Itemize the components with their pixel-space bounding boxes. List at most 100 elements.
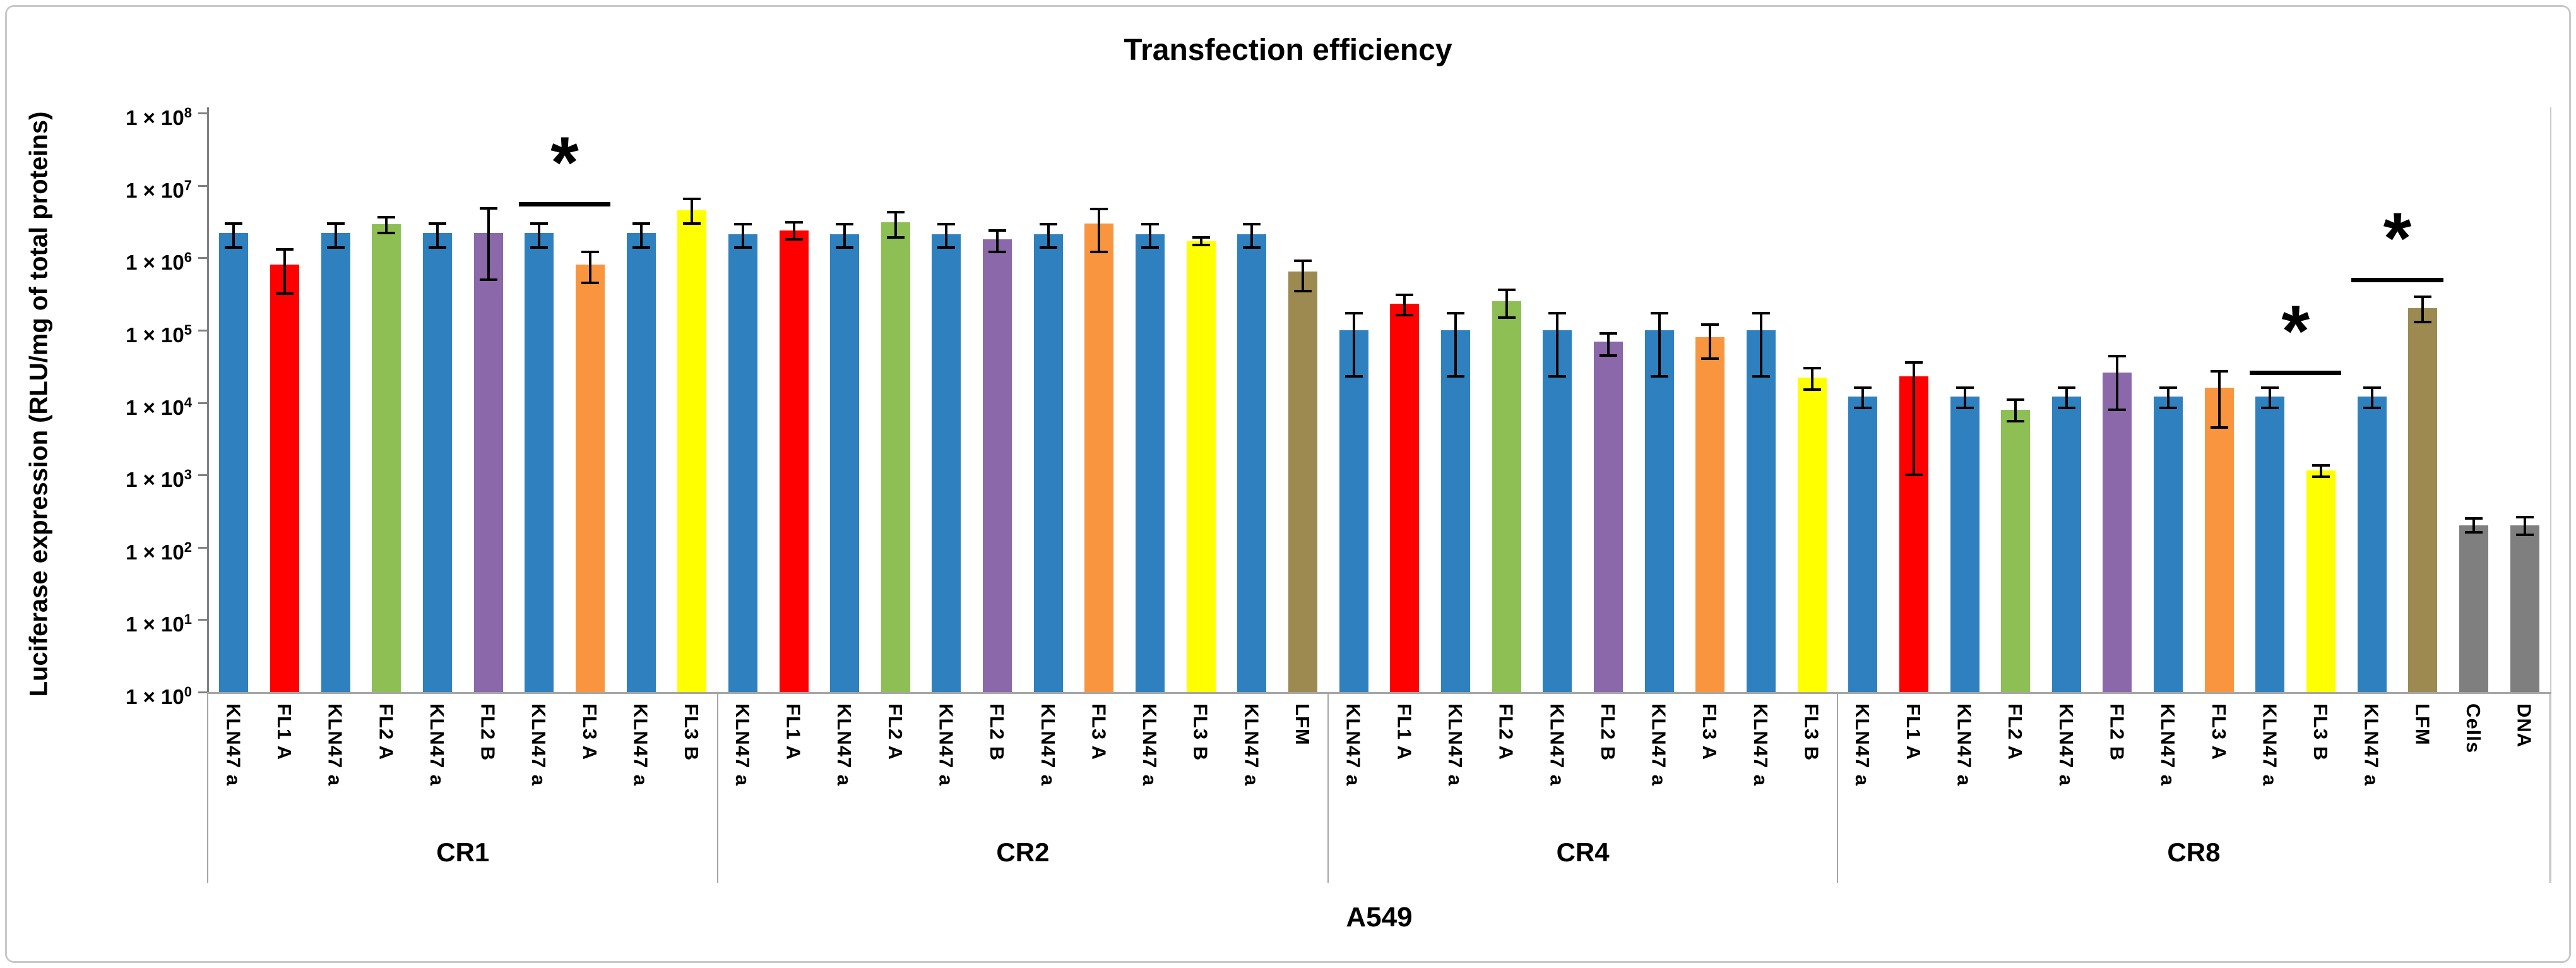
error-bar-cap-bottom — [1803, 388, 1821, 391]
plot-right-border — [2550, 107, 2551, 883]
error-bar-cap-bottom — [2515, 533, 2534, 536]
error-bar — [691, 199, 694, 224]
bar-fl3-b — [1186, 241, 1216, 692]
error-bar — [2523, 517, 2526, 535]
bar-fl2-b — [473, 232, 503, 692]
error-bar-cap-bottom — [1192, 244, 1210, 247]
error-bar-cap-top — [683, 198, 701, 201]
bar-label: KLN47 a — [731, 703, 754, 787]
error-bar — [792, 222, 795, 239]
significance-asterisk: * — [550, 122, 579, 204]
error-bar-cap-top — [1446, 312, 1464, 315]
group-label-cr4: CR4 — [1556, 837, 1610, 867]
bar-label: KLN47 a — [1647, 703, 1670, 787]
significance-line — [518, 202, 611, 207]
bar-fl3-a — [1695, 337, 1725, 692]
error-bar — [843, 224, 846, 248]
error-bar-cap-bottom — [2210, 426, 2228, 429]
error-bar-cap-top — [2210, 370, 2228, 373]
error-bar — [538, 223, 541, 248]
error-bar-cap-bottom — [2159, 406, 2178, 409]
bar-kln47-a — [932, 234, 961, 692]
error-bar — [1098, 209, 1101, 253]
error-bar-cap-top — [1956, 386, 1974, 390]
error-bar-cap-bottom — [1701, 357, 1719, 361]
error-bar — [436, 223, 439, 248]
bar-kln47-a — [2357, 397, 2387, 692]
error-bar-cap-bottom — [2007, 420, 2025, 423]
error-bar-cap-top — [1752, 312, 1770, 315]
error-bar-cap-bottom — [1956, 406, 1974, 409]
error-bar-cap-top — [785, 220, 803, 224]
error-bar-cap-bottom — [428, 246, 446, 249]
bar-fl2-a — [2001, 409, 2031, 692]
bar-label: Cells — [2462, 703, 2485, 754]
error-bar-cap-bottom — [988, 251, 1007, 254]
error-bar-cap-bottom — [2057, 406, 2075, 409]
error-bar — [1709, 324, 1712, 359]
error-bar-cap-top — [1344, 312, 1363, 315]
bar-label: KLN47 a — [2055, 703, 2077, 787]
error-bar-cap-bottom — [937, 246, 956, 249]
error-bar-cap-top — [530, 222, 549, 225]
error-bar-cap-top — [2159, 386, 2178, 390]
error-bar-cap-top — [1192, 236, 1210, 239]
y-axis-tick — [198, 474, 207, 477]
bar-kln47-a — [830, 234, 860, 692]
group-separator — [1836, 692, 1838, 883]
error-bar-cap-bottom — [2363, 406, 2381, 409]
bar-label: KLN47 a — [1953, 703, 1976, 787]
bar-fl3-a — [1084, 223, 1114, 692]
bar-label: FL3 B — [680, 703, 703, 762]
error-bar-cap-top — [428, 222, 446, 225]
y-axis-tick — [198, 329, 207, 332]
bar-label: KLN47 a — [1546, 703, 1569, 787]
bar-kln47-a — [728, 234, 757, 692]
group-separator — [1327, 692, 1329, 883]
bar-label: KLN47 a — [2258, 703, 2281, 787]
bar-fl2-b — [983, 239, 1012, 692]
bar-label: FL3 A — [2207, 703, 2230, 760]
error-bar — [1199, 237, 1202, 246]
bar-label: DNA — [2513, 703, 2536, 748]
bar-kln47-a — [1440, 330, 1470, 692]
error-bar-cap-top — [2108, 354, 2127, 357]
bar-kln47-a — [1136, 234, 1165, 692]
bar-label: FL2 A — [375, 703, 398, 760]
error-bar-cap-top — [1854, 386, 1872, 390]
error-bar-cap-top — [1243, 223, 1261, 226]
error-bar-cap-bottom — [2414, 320, 2432, 323]
bar-label: KLN47 a — [1240, 703, 1263, 787]
error-bar-cap-bottom — [1854, 406, 1872, 409]
error-bar-cap-top — [2261, 386, 2279, 390]
error-bar-cap-bottom — [1039, 246, 1057, 249]
bar-label: LFM — [1291, 703, 1314, 746]
error-bar-cap-top — [988, 229, 1007, 232]
error-bar — [2167, 388, 2170, 408]
error-bar-cap-bottom — [1243, 246, 1261, 249]
error-bar — [2472, 518, 2476, 533]
error-bar-cap-bottom — [632, 246, 650, 249]
bar-fl2-a — [881, 222, 910, 692]
error-bar — [1352, 313, 1355, 377]
error-bar — [1759, 313, 1762, 377]
error-bar — [996, 230, 999, 253]
x-axis-cell-line-label: A549 — [1346, 902, 1413, 933]
y-axis-tick — [198, 112, 207, 114]
error-bar-cap-top — [886, 210, 905, 213]
bar-fl3-b — [2306, 470, 2336, 692]
error-bar-cap-bottom — [225, 246, 243, 249]
error-bar-cap-top — [2465, 517, 2483, 520]
bar-label: KLN47 a — [833, 703, 856, 787]
error-bar-cap-bottom — [2312, 475, 2330, 478]
bar-fl3-a — [575, 265, 605, 692]
bar-fl2-b — [1593, 341, 1623, 692]
bar-label: KLN47 a — [629, 703, 652, 787]
error-bar-cap-bottom — [530, 246, 549, 249]
bar-kln47-a — [2051, 397, 2081, 692]
bar-kln47-a — [1746, 330, 1776, 692]
error-bar-cap-bottom — [785, 237, 803, 241]
y-axis-tick-label: 1 × 100 — [126, 684, 192, 708]
error-bar — [232, 223, 235, 248]
bar-fl1-a — [270, 265, 299, 692]
